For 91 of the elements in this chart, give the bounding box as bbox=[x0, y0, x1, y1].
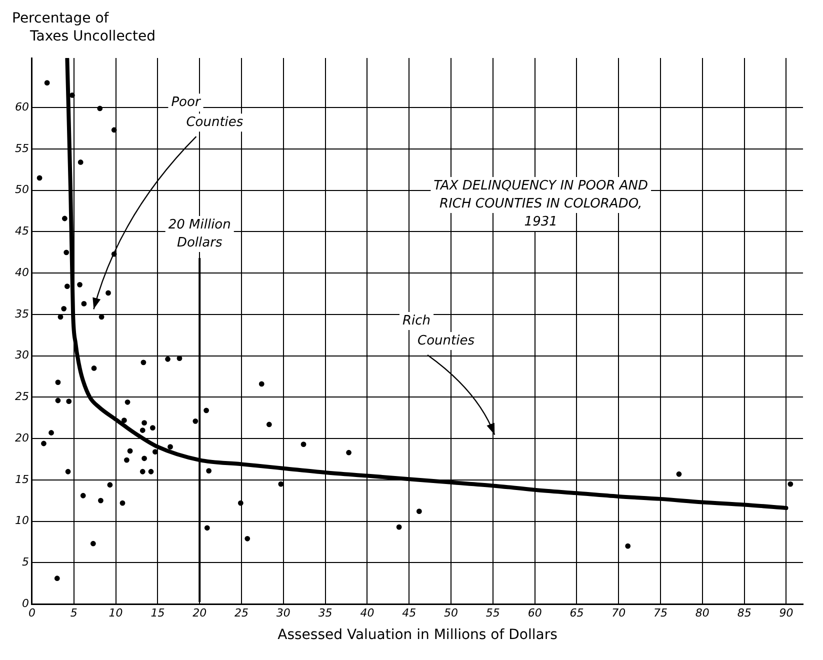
point bbox=[62, 216, 68, 222]
point bbox=[120, 500, 126, 506]
point bbox=[121, 418, 127, 424]
annotation: Poor Counties bbox=[171, 94, 244, 130]
point bbox=[48, 430, 54, 436]
x-tick-label: 5 bbox=[70, 606, 78, 620]
point bbox=[346, 450, 352, 456]
y-tick-label: 15 bbox=[14, 472, 29, 486]
point bbox=[258, 381, 264, 387]
y-tick-label: 60 bbox=[14, 100, 29, 114]
ref-line-label: 20 Million Dollars bbox=[168, 217, 231, 250]
point bbox=[396, 524, 402, 530]
point bbox=[64, 250, 70, 256]
x-tick-label: 20 bbox=[192, 606, 207, 620]
x-tick-label: 60 bbox=[528, 606, 542, 620]
point bbox=[206, 468, 212, 474]
y-tick-label: 40 bbox=[14, 266, 29, 279]
point bbox=[80, 492, 86, 498]
point bbox=[81, 301, 87, 306]
point bbox=[91, 366, 97, 371]
point bbox=[676, 471, 682, 477]
x-tick-label: 30 bbox=[276, 606, 290, 620]
point bbox=[61, 306, 67, 312]
point bbox=[107, 482, 113, 488]
x-axis-title: Assessed Valuation in Millions of Dollars bbox=[278, 627, 558, 644]
point bbox=[41, 440, 46, 446]
point bbox=[148, 468, 154, 474]
point bbox=[244, 536, 250, 542]
x-tick-label: 50 bbox=[444, 606, 458, 620]
y-tick-label: 20 bbox=[14, 431, 29, 444]
point bbox=[111, 127, 117, 133]
x-tick-label: 55 bbox=[486, 606, 500, 620]
point bbox=[124, 399, 130, 405]
point bbox=[625, 543, 631, 549]
point bbox=[142, 420, 147, 426]
x-tick-label: 65 bbox=[570, 606, 584, 620]
point bbox=[140, 428, 146, 433]
x-tick-label: 45 bbox=[402, 606, 416, 620]
point bbox=[192, 418, 198, 424]
point bbox=[65, 468, 71, 474]
point bbox=[97, 106, 103, 112]
y-tick-label: 55 bbox=[14, 142, 29, 155]
point bbox=[788, 481, 794, 487]
point bbox=[416, 508, 422, 514]
point bbox=[140, 468, 146, 474]
x-tick-label: 10 bbox=[108, 606, 123, 620]
x-tick-label: 90 bbox=[779, 606, 794, 620]
y-tick-label: 0 bbox=[22, 596, 29, 610]
x-tick-label: 85 bbox=[737, 606, 752, 620]
x-tick-label: 40 bbox=[360, 606, 374, 620]
point bbox=[168, 444, 173, 450]
point bbox=[165, 356, 170, 362]
y-tick-label: 30 bbox=[14, 348, 29, 362]
x-tick-label: 70 bbox=[612, 606, 626, 620]
y-axis-title: Percentage of Taxes Uncollected bbox=[12, 10, 156, 45]
point bbox=[204, 408, 210, 414]
point bbox=[266, 422, 272, 428]
point bbox=[106, 290, 111, 296]
y-tick-label: 35 bbox=[14, 307, 29, 320]
point bbox=[78, 160, 84, 165]
y-tick-label: 10 bbox=[14, 514, 29, 528]
x-tick-label: 15 bbox=[150, 606, 165, 620]
point bbox=[64, 284, 70, 290]
point bbox=[127, 448, 133, 454]
y-tick-label: 5 bbox=[22, 555, 29, 568]
point bbox=[90, 540, 96, 546]
point bbox=[54, 576, 60, 582]
point bbox=[55, 380, 61, 385]
y-tick-label: 50 bbox=[14, 183, 29, 196]
point bbox=[66, 398, 72, 404]
x-tick-label: 80 bbox=[695, 606, 710, 620]
point bbox=[150, 425, 156, 430]
point bbox=[55, 398, 61, 404]
x-tick-label: 75 bbox=[654, 606, 668, 620]
point bbox=[44, 80, 50, 86]
point bbox=[140, 360, 146, 366]
point bbox=[98, 498, 104, 504]
y-tick-label: 25 bbox=[14, 390, 29, 404]
y-tick-label: 45 bbox=[14, 224, 29, 238]
x-tick-label: 35 bbox=[318, 606, 332, 620]
point bbox=[77, 282, 82, 288]
point bbox=[124, 457, 130, 463]
annotation: Rich Counties bbox=[402, 313, 475, 348]
text: TAX DELINQUENCY IN POOR AND RICH COUNTIES IN COLORADO, 1931 bbox=[434, 178, 648, 230]
point bbox=[142, 456, 147, 462]
x-tick-label: 25 bbox=[234, 606, 249, 620]
point bbox=[238, 500, 244, 506]
point bbox=[70, 92, 75, 98]
point bbox=[300, 442, 306, 448]
point bbox=[204, 525, 210, 531]
point bbox=[36, 175, 42, 181]
